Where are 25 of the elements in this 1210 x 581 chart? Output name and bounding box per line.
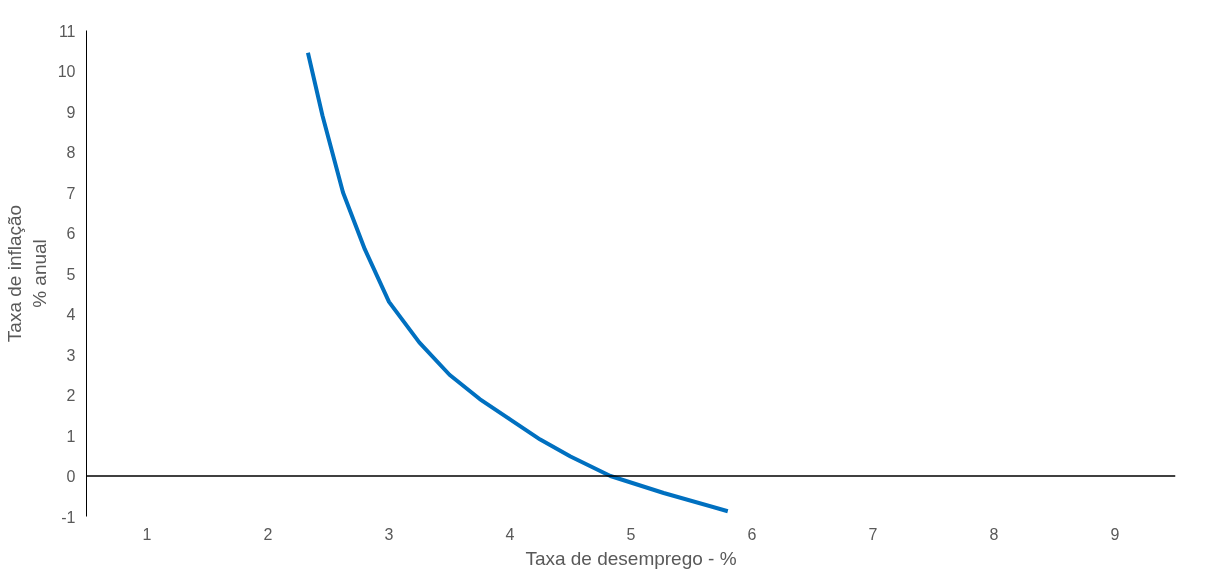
y-tick-label: 8: [66, 144, 76, 161]
x-tick-label: 7: [868, 525, 878, 543]
x-axis-title: Taxa de desemprego - %: [525, 547, 737, 569]
x-tick-label: 3: [384, 525, 394, 543]
y-tick-label: 6: [66, 225, 76, 242]
y-tick-label: 7: [66, 184, 76, 202]
y-tick-label: 2: [66, 387, 76, 404]
y-axis-title: Taxa de inflação % anual: [3, 204, 50, 343]
y-tick-label: 4: [66, 306, 76, 323]
y-tick-label: 0: [66, 468, 76, 485]
line-series: [305, 50, 730, 514]
x-tick-label: 2: [263, 525, 273, 543]
y-tick-label: -1: [61, 508, 76, 526]
y-tick-label: 10: [57, 63, 76, 80]
y-tick-label: 1: [66, 427, 76, 445]
y-tick-label: 3: [66, 346, 76, 364]
y-tick-label: 9: [66, 103, 76, 121]
y-tick-label: 11: [58, 22, 76, 40]
x-tick-label: 5: [626, 525, 636, 543]
x-tick-label: 1: [142, 525, 152, 543]
x-tick-label: 8: [989, 525, 999, 543]
x-tick-label: 9: [1110, 525, 1120, 543]
y-tick-label: 5: [66, 265, 76, 283]
x-tick-label: 4: [505, 525, 515, 543]
x-tick-label: 6: [747, 525, 757, 543]
